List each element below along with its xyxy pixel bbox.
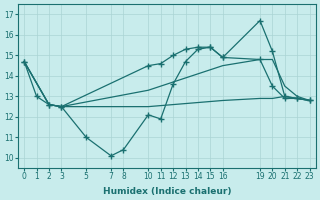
X-axis label: Humidex (Indice chaleur): Humidex (Indice chaleur) — [103, 187, 231, 196]
